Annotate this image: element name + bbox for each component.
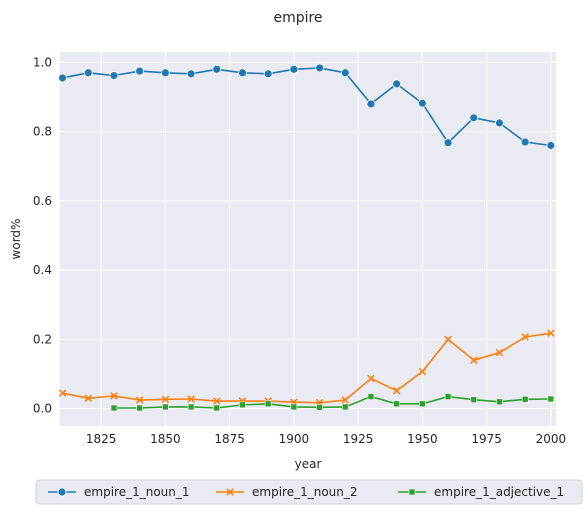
data-point [366,99,376,109]
data-point [84,394,93,403]
data-point [136,404,143,412]
chart-title: empire [273,10,322,26]
data-point [341,403,349,411]
legend-label: empire_1_noun_2 [252,485,358,499]
data-point [263,69,273,79]
data-point [135,396,144,404]
x-tick-label: 1850 [150,432,181,446]
legend: empire_1_noun_1 empire_1_noun_2 empire_1_a… [35,479,583,505]
data-point [419,400,426,408]
data-point [187,403,195,411]
data-point [110,392,118,400]
data-point [58,389,67,397]
data-point [367,374,375,383]
y-tick-label: 0.2 [33,332,52,346]
data-point [521,333,529,341]
x-axis-ticks: 1825 1850 1875 1900 1925 1950 1975 2000 [86,432,566,446]
data-point [469,113,479,123]
data-point [264,400,272,408]
data-point [547,395,555,403]
legend-marker [57,487,67,497]
data-point [239,401,246,409]
plot-area [60,52,556,426]
data-point [444,393,452,400]
x-tick-label: 1975 [471,432,502,446]
series-layer [58,63,556,412]
data-point [58,73,67,83]
legend-marker [408,488,416,496]
data-point [315,63,324,73]
data-point [213,404,221,412]
x-tick-label: 1875 [214,432,245,446]
legend-item: empire_1_noun_1 [48,485,190,499]
data-point [213,397,221,405]
data-point [289,64,299,74]
y-tick-label: 0.6 [33,194,52,208]
y-axis-ticks: 0.0 0.2 0.4 0.6 0.8 1.0 [33,55,52,415]
data-point [547,329,555,337]
x-axis-label: year [295,457,322,471]
y-tick-label: 0.4 [33,263,52,277]
data-point [417,98,427,108]
x-tick-label: 1900 [279,432,310,446]
x-tick-label: 1825 [86,432,117,446]
legend-label: empire_1_noun_1 [84,485,190,499]
data-point [443,138,453,148]
data-point [160,68,170,78]
legend-item: empire_1_noun_2 [216,485,358,499]
data-point [186,69,196,79]
data-point [83,68,93,78]
data-point [495,118,504,128]
data-point [495,348,504,357]
series-line [113,395,551,409]
data-point [161,395,170,404]
legend-box [35,479,583,505]
data-point [392,386,401,395]
data-point [393,400,400,408]
series-empire_1_adjective_1 [110,393,555,412]
series-line [62,332,551,404]
data-point [340,68,350,78]
data-point [392,79,402,89]
data-point [469,356,478,364]
data-point [444,335,452,344]
data-point [470,396,478,403]
data-point [367,393,375,400]
data-point [110,404,118,412]
x-tick-label: 1925 [343,432,374,446]
grid-lines [60,52,556,426]
data-point [162,403,169,411]
y-tick-label: 1.0 [33,55,52,69]
data-point [238,68,247,78]
legend-label: empire_1_adjective_1 [434,485,564,499]
y-tick-label: 0.8 [33,125,52,139]
data-point [316,403,323,411]
data-point [496,398,503,406]
data-point [109,71,119,80]
data-point [290,403,298,411]
data-point [212,64,222,74]
x-tick-label: 2000 [536,432,567,446]
y-axis-label: word% [9,219,23,260]
x-tick-label: 1950 [407,432,438,446]
y-tick-label: 0.0 [33,402,52,416]
data-point [418,367,427,376]
data-point [521,396,529,403]
data-point [546,141,556,150]
series-empire_1_noun_1 [58,63,556,150]
data-point [187,395,195,403]
data-point [135,66,145,76]
data-point [520,137,530,147]
data-point [341,396,350,404]
legend-marker [226,488,234,496]
legend-item: empire_1_adjective_1 [398,485,564,499]
